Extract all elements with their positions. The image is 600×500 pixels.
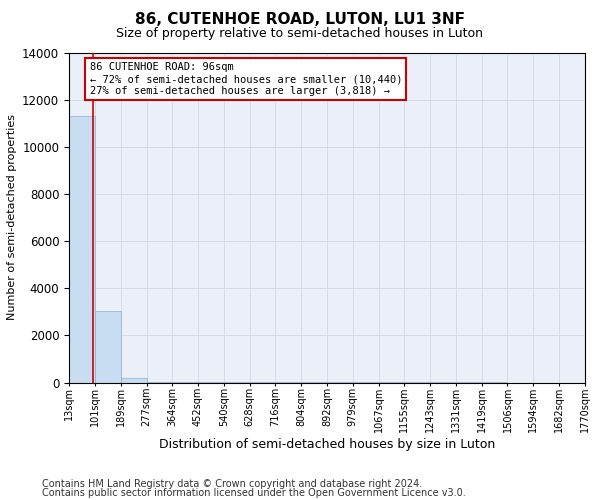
Bar: [69, 116, 95, 382]
Bar: [95, 310, 121, 382]
Text: Size of property relative to semi-detached houses in Luton: Size of property relative to semi-detach…: [116, 28, 484, 40]
Text: Contains public sector information licensed under the Open Government Licence v3: Contains public sector information licen…: [42, 488, 466, 498]
Text: 86 CUTENHOE ROAD: 96sqm
← 72% of semi-detached houses are smaller (10,440)
27% o: 86 CUTENHOE ROAD: 96sqm ← 72% of semi-de…: [89, 62, 402, 96]
Bar: [121, 378, 146, 382]
Text: 86, CUTENHOE ROAD, LUTON, LU1 3NF: 86, CUTENHOE ROAD, LUTON, LU1 3NF: [135, 12, 465, 28]
X-axis label: Distribution of semi-detached houses by size in Luton: Distribution of semi-detached houses by …: [159, 438, 495, 450]
Y-axis label: Number of semi-detached properties: Number of semi-detached properties: [7, 114, 17, 320]
Text: Contains HM Land Registry data © Crown copyright and database right 2024.: Contains HM Land Registry data © Crown c…: [42, 479, 422, 489]
